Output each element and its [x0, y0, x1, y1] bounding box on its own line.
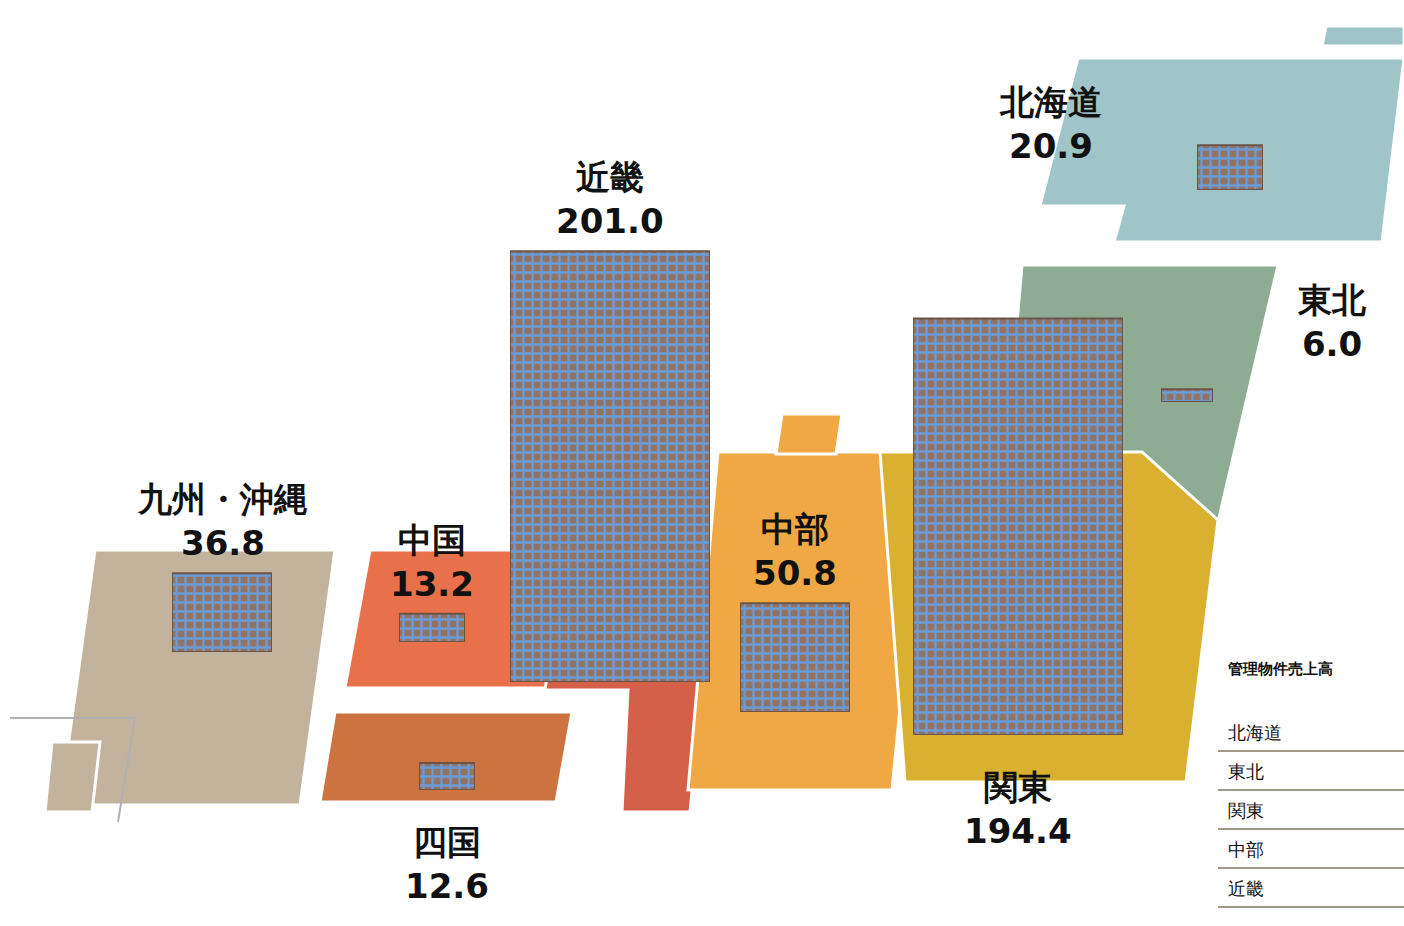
svg-text:中部50.8: 中部50.8	[753, 509, 837, 593]
html-text:北海道: 北海道	[1228, 722, 1282, 743]
html-text:管理物件売上高: 管理物件売上高	[1228, 660, 1333, 678]
svg-text:九州・沖縄36.8: 九州・沖縄36.8	[137, 479, 308, 563]
svg-text:近畿201.0: 近畿201.0	[556, 157, 664, 241]
html-text:中部: 中部	[1228, 839, 1264, 860]
svg-text:東北6.0: 東北6.0	[1297, 280, 1367, 364]
html-text:近畿: 近畿	[1228, 878, 1264, 899]
svg-text:北海道20.9: 北海道20.9	[999, 82, 1102, 166]
html-text:関東: 関東	[1228, 800, 1264, 821]
svg-text:中国13.2: 中国13.2	[390, 520, 474, 604]
svg-text:四国12.6: 四国12.6	[405, 822, 489, 906]
html-text:東北: 東北	[1228, 761, 1264, 782]
svg-text:関東194.4: 関東194.4	[964, 767, 1072, 851]
